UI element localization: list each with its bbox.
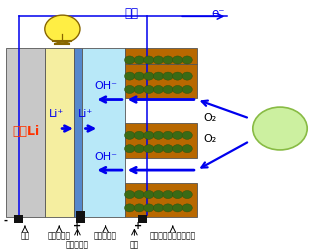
Circle shape xyxy=(172,204,183,212)
Circle shape xyxy=(163,131,173,139)
Circle shape xyxy=(163,72,173,80)
Circle shape xyxy=(182,85,192,93)
Text: e⁻: e⁻ xyxy=(211,7,225,20)
Circle shape xyxy=(153,145,164,153)
Bar xyxy=(125,48,197,64)
Circle shape xyxy=(172,56,183,64)
Bar xyxy=(76,211,85,223)
Circle shape xyxy=(153,85,164,93)
Circle shape xyxy=(144,204,154,212)
Text: 放電: 放電 xyxy=(124,7,138,20)
Circle shape xyxy=(153,56,164,64)
Circle shape xyxy=(134,145,144,153)
Circle shape xyxy=(172,85,183,93)
Text: -: - xyxy=(4,215,8,226)
Bar xyxy=(14,215,23,223)
Circle shape xyxy=(172,72,183,80)
Text: 触媒: 触媒 xyxy=(130,240,139,249)
Bar xyxy=(45,48,74,217)
Text: OH⁻: OH⁻ xyxy=(94,81,117,91)
Circle shape xyxy=(134,191,144,199)
Circle shape xyxy=(182,145,192,153)
Circle shape xyxy=(172,131,183,139)
Circle shape xyxy=(153,131,164,139)
Bar xyxy=(125,64,197,98)
Circle shape xyxy=(182,56,192,64)
Text: 有機電解液: 有機電解液 xyxy=(48,231,71,240)
Circle shape xyxy=(134,131,144,139)
Circle shape xyxy=(172,145,183,153)
Text: +: + xyxy=(134,220,142,231)
Text: OH⁻: OH⁻ xyxy=(94,152,117,162)
Text: Li⁺: Li⁺ xyxy=(48,109,64,119)
Circle shape xyxy=(124,85,135,93)
Circle shape xyxy=(134,56,144,64)
Bar xyxy=(82,48,125,217)
Circle shape xyxy=(163,145,173,153)
Circle shape xyxy=(124,131,135,139)
Text: 負極: 負極 xyxy=(20,231,29,240)
Circle shape xyxy=(153,191,164,199)
Text: O₂: O₂ xyxy=(203,134,216,144)
Circle shape xyxy=(182,131,192,139)
Circle shape xyxy=(163,204,173,212)
Circle shape xyxy=(144,145,154,153)
Circle shape xyxy=(144,56,154,64)
Circle shape xyxy=(134,204,144,212)
Bar xyxy=(125,183,197,217)
Text: 空気: 空気 xyxy=(273,122,287,135)
Circle shape xyxy=(124,72,135,80)
Circle shape xyxy=(163,56,173,64)
Circle shape xyxy=(144,191,154,199)
Circle shape xyxy=(172,191,183,199)
Circle shape xyxy=(153,204,164,212)
Bar xyxy=(74,48,82,217)
Circle shape xyxy=(163,85,173,93)
Circle shape xyxy=(134,72,144,80)
Text: Li⁺: Li⁺ xyxy=(78,109,93,119)
Circle shape xyxy=(124,204,135,212)
Circle shape xyxy=(45,15,80,43)
Bar xyxy=(138,215,147,223)
Circle shape xyxy=(144,85,154,93)
Circle shape xyxy=(182,72,192,80)
Circle shape xyxy=(144,131,154,139)
Bar xyxy=(6,48,45,217)
Circle shape xyxy=(144,72,154,80)
Text: 固体電解質: 固体電解質 xyxy=(66,240,89,249)
Circle shape xyxy=(134,85,144,93)
Circle shape xyxy=(182,204,192,212)
Circle shape xyxy=(124,56,135,64)
Text: O₂: O₂ xyxy=(203,113,216,123)
Text: 金属Li: 金属Li xyxy=(12,124,39,138)
Bar xyxy=(125,123,197,158)
Circle shape xyxy=(124,145,135,153)
Text: 水性電解液: 水性電解液 xyxy=(94,231,117,240)
Circle shape xyxy=(124,191,135,199)
Text: 空気極（多孔質炭素）: 空気極（多孔質炭素） xyxy=(150,231,196,240)
Circle shape xyxy=(253,107,307,150)
Circle shape xyxy=(153,72,164,80)
Circle shape xyxy=(182,191,192,199)
Circle shape xyxy=(163,191,173,199)
Text: +: + xyxy=(73,220,81,231)
